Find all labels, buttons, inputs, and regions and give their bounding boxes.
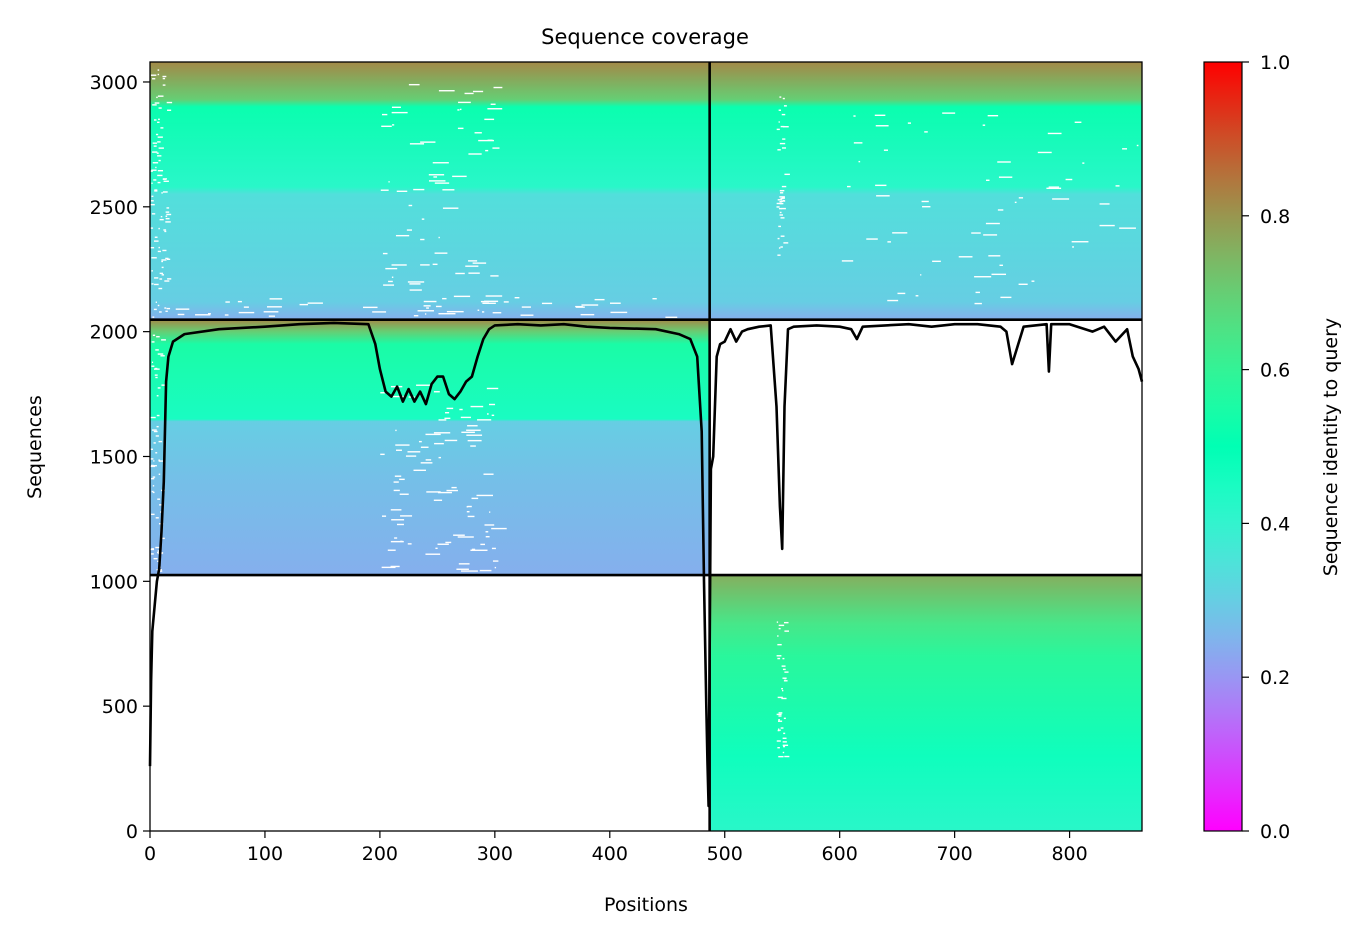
colorbar-tick-label: 0.2: [1260, 667, 1290, 689]
x-tick-label: 700: [937, 843, 973, 865]
x-tick-label: 300: [477, 843, 513, 865]
x-tick-label: 600: [822, 843, 858, 865]
y-tick-label: 0: [126, 821, 138, 843]
gap-speckles: [150, 69, 1139, 758]
msa-block-paired: [150, 62, 1142, 320]
y-tick-label: 2000: [90, 322, 138, 344]
x-tick-label: 500: [707, 843, 743, 865]
colorbar-tick-label: 0.6: [1260, 360, 1290, 382]
x-tick-label: 0: [144, 843, 156, 865]
y-tick-label: 1000: [90, 571, 138, 593]
colorbar-tick-label: 0.4: [1260, 513, 1290, 535]
x-axis-label: Positions: [604, 894, 688, 916]
y-tick-label: 1500: [90, 446, 138, 468]
plot-frame: [149, 61, 1143, 832]
colorbar-tick-label: 1.0: [1260, 52, 1290, 74]
msa-blocks: [150, 62, 1142, 831]
x-tick-label: 200: [362, 843, 398, 865]
chart-title: Sequence coverage: [541, 25, 749, 49]
x-tick-label: 100: [247, 843, 283, 865]
x-tick-label: 800: [1051, 843, 1087, 865]
msa-block-chain-A-unpaired: [150, 319, 709, 576]
y-axis: 0 500 1000 1500 2000 2500 3000: [90, 72, 150, 843]
colorbar-label: Sequence identity to query: [1320, 318, 1342, 576]
colorbar-tick-label: 0.8: [1260, 206, 1290, 228]
colorbar-tick-label: 0.0: [1260, 821, 1290, 843]
msa-block-chain-B-unpaired: [708, 575, 1142, 831]
y-tick-label: 3000: [90, 72, 138, 94]
x-axis: 0 100 200 300 400 500 600 700 800: [144, 831, 1088, 865]
y-axis-label: Sequences: [24, 395, 46, 499]
coverage-line: [148, 321, 1144, 808]
y-tick-label: 2500: [90, 197, 138, 219]
colorbar: [1203, 61, 1243, 832]
y-tick-label: 500: [102, 696, 138, 718]
colorbar-ticks: 0.0 0.2 0.4 0.6 0.8 1.0: [1242, 52, 1290, 843]
x-tick-label: 400: [592, 843, 628, 865]
